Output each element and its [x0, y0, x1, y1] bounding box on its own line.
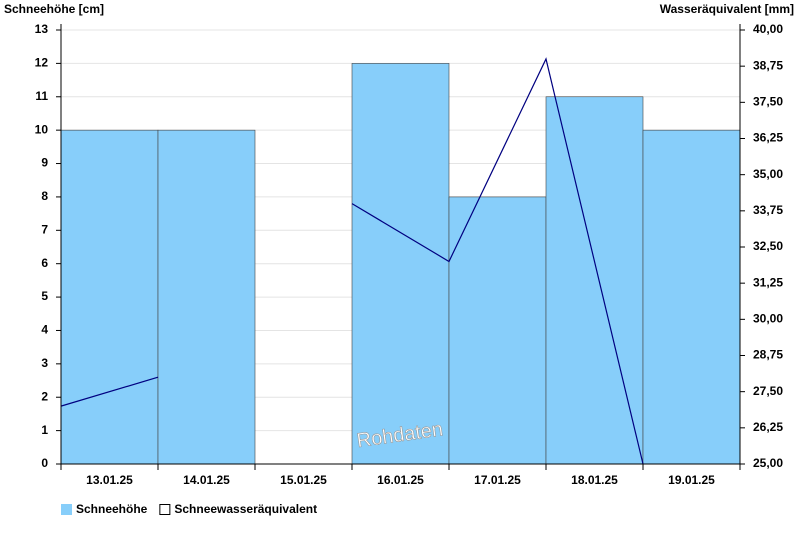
y2-tick-label: 38,75 [753, 58, 783, 72]
bar [545, 96, 644, 465]
x-tick-label: 16.01.25 [377, 473, 424, 487]
y2-tick-label: 36,25 [753, 131, 783, 145]
y2-tick-label: 31,25 [753, 275, 783, 289]
y-tick-label: 13 [35, 22, 49, 36]
legend-swatch [61, 504, 72, 515]
y2-tick-label: 25,00 [753, 456, 783, 470]
y2-tick-label: 27,50 [753, 384, 783, 398]
bar [157, 129, 256, 465]
y2-tick-label: 30,00 [753, 312, 783, 326]
x-tick-label: 15.01.25 [280, 473, 327, 487]
legend-item: Schneehöhe [61, 502, 148, 516]
y-tick-label: 2 [41, 389, 48, 403]
bar [448, 196, 547, 465]
x-tick-label: 18.01.25 [571, 473, 618, 487]
y-tick-label: 12 [35, 56, 49, 70]
x-tick-label: 17.01.25 [474, 473, 521, 487]
y-tick-label: 9 [41, 156, 48, 170]
y2-tick-label: 28,75 [753, 348, 783, 362]
y2-tick-label: 40,00 [753, 22, 783, 36]
y-tick-label: 6 [41, 256, 48, 270]
x-tick-label: 19.01.25 [668, 473, 715, 487]
y2-tick-label: 26,25 [753, 420, 783, 434]
legend-label: Schneehöhe [76, 502, 148, 516]
y2-tick-label: 32,50 [753, 239, 783, 253]
y-tick-label: 7 [41, 222, 48, 236]
y-axis-title: Schneehöhe [cm] [4, 2, 104, 16]
y-tick-label: 5 [41, 289, 48, 303]
y-tick-label: 3 [41, 356, 48, 370]
y2-tick-label: 33,75 [753, 203, 783, 217]
legend-item: Schneewasseräquivalent [159, 502, 317, 516]
y-tick-label: 11 [35, 89, 48, 103]
legend-swatch [159, 504, 171, 515]
y-tick-label: 1 [41, 423, 48, 437]
y-tick-label: 8 [41, 189, 48, 203]
line-series [60, 57, 644, 465]
y-tick-label: 0 [41, 456, 48, 470]
y2-tick-label: 35,00 [753, 167, 783, 181]
bar [351, 63, 450, 465]
bar [60, 129, 159, 465]
y-tick-label: 4 [41, 323, 48, 337]
y-tick-label: 10 [35, 122, 49, 136]
bar [642, 129, 741, 465]
y2-axis-title: Wasseräquivalent [mm] [660, 2, 794, 16]
x-tick-label: 14.01.25 [183, 473, 230, 487]
y2-tick-label: 37,50 [753, 95, 783, 109]
legend-label: Schneewasseräquivalent [174, 502, 317, 516]
x-tick-label: 13.01.25 [86, 473, 133, 487]
